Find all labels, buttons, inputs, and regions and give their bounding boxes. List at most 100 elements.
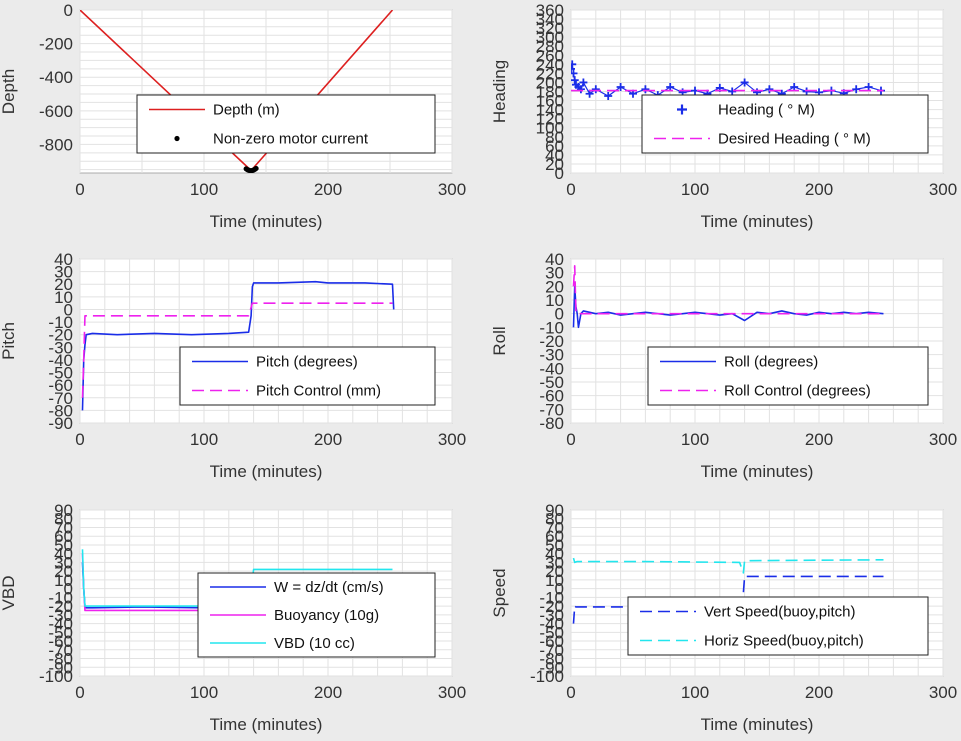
series-line-roll-1 [572,265,884,315]
x-tick-label: 300 [929,683,957,702]
y-tick-label: 40 [54,250,73,269]
y-tick-label: -60 [539,387,564,406]
y-tick-label: 260 [536,46,564,65]
x-tick-label: 0 [566,430,575,449]
data-point [790,82,799,91]
data-point [571,60,577,69]
y-tick-label: -100 [39,667,73,686]
x-tick-label: 0 [75,683,84,702]
y-tick-label: -60 [48,376,73,395]
y-tick-label: 160 [536,92,564,111]
legend-label: Vert Speed(buoy,pitch) [704,604,855,621]
y-tick-label: 0 [555,305,564,324]
y-tick-label: 0 [555,164,564,183]
x-axis-label: Time (minutes) [701,715,814,734]
y-tick-label: -20 [48,597,73,616]
legend-speed: Vert Speed(buoy,pitch) Horiz Speed(buoy,p… [627,596,929,656]
y-tick-label: 0 [64,1,73,20]
y-tick-label: -80 [539,414,564,433]
x-tick-label: 100 [190,430,218,449]
x-tick-label: 0 [566,180,575,199]
data-point [616,82,625,91]
y-tick-label: -20 [539,332,564,351]
x-tick-label: 0 [566,683,575,702]
data-point [802,87,811,96]
legend-pitch: Pitch (degrees) Pitch Control (mm) [179,346,436,406]
data-point [576,85,585,94]
y-tick-label: -50 [48,623,73,642]
y-tick-label: 20 [545,562,564,581]
legend-label: VBD (10 cc) [274,635,355,652]
data-point [765,85,774,94]
data-point [571,64,575,73]
y-tick-label: 340 [536,10,564,29]
y-tick-label: 80 [545,510,564,529]
y-tick-label: 70 [54,518,73,537]
y-tick-label: 40 [545,146,564,165]
data-point [253,165,259,172]
series-group-heading [571,60,885,101]
legend-label: Heading ( ° M) [718,102,815,119]
y-tick-label: 20 [54,562,73,581]
x-tick-label: 200 [314,430,342,449]
y-tick-label: -20 [539,597,564,616]
data-point [571,69,578,78]
x-tick-label: 200 [314,683,342,702]
legend-box [627,596,929,656]
legend-label: Horiz Speed(buoy,pitch) [704,633,864,650]
y-tick-label: 40 [54,545,73,564]
y-tick-label: 320 [536,19,564,38]
x-tick-label: 0 [75,180,84,199]
series-group-depth [80,10,394,173]
y-tick-label: -90 [48,658,73,677]
y-tick-label: 50 [545,536,564,555]
y-tick-label: 60 [545,527,564,546]
x-tick-label: 100 [681,430,709,449]
y-tick-label: 200 [536,73,564,92]
y-axis-label: Heading [490,60,509,123]
x-tick-label: 300 [929,180,957,199]
y-tick-label: -70 [48,641,73,660]
y-tick-label: 30 [54,263,73,282]
y-tick-label: -40 [539,615,564,634]
x-axis-label: Time (minutes) [210,462,323,481]
y-tick-label: 10 [54,288,73,307]
legend-label: Roll (degrees) [724,354,818,371]
y-tick-label: -60 [48,632,73,651]
y-tick-label: 20 [54,275,73,294]
y-tick-label: -50 [48,364,73,383]
data-point [666,82,675,91]
y-tick-label: 60 [54,527,73,546]
y-tick-label: 10 [54,571,73,590]
series-line-speed-1 [572,557,884,574]
data-point [571,76,579,85]
y-tick-label: 50 [54,536,73,555]
y-tick-label: -90 [539,658,564,677]
y-tick-label: -30 [48,606,73,625]
y-tick-label: 20 [545,277,564,296]
y-tick-label: 20 [545,155,564,174]
y-tick-label: -90 [48,414,73,433]
series-group-pitch [81,280,395,411]
legend-label: Buoyancy (10g) [274,607,379,624]
y-tick-label: -40 [539,359,564,378]
y-tick-label: 30 [545,264,564,283]
y-tick-label: -20 [48,326,73,345]
y-tick-label: 30 [545,553,564,572]
x-tick-label: 100 [190,683,218,702]
y-tick-label: 220 [536,64,564,83]
y-tick-label: 180 [536,83,564,102]
x-axis-label: Time (minutes) [210,212,323,231]
y-axis-label: VBD [0,576,18,611]
y-tick-label: -60 [539,632,564,651]
x-tick-label: 200 [805,180,833,199]
panel-pitch: 0 100 200 300403020100-10-20-30-40-50-60-70… [0,250,466,481]
y-tick-label: -10 [48,313,73,332]
legend-box [641,94,929,154]
y-tick-label: -800 [39,135,73,154]
y-tick-label: -600 [39,102,73,121]
legend-label: Roll Control (degrees) [724,383,871,400]
x-tick-label: 100 [190,180,218,199]
